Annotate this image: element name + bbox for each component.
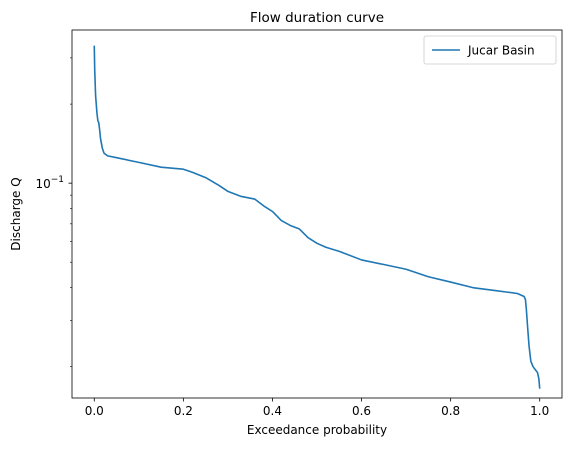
x-tick-label: 0.0 — [85, 404, 104, 418]
plot-area — [93, 45, 541, 389]
x-tick-label: 0.2 — [174, 404, 193, 418]
x-tick-label: 0.8 — [441, 404, 460, 418]
legend-label-jucar-basin: Jucar Basin — [467, 44, 535, 58]
y-tick-label: 10−1 — [35, 175, 64, 191]
x-axis-label: Exceedance probability — [247, 423, 387, 437]
chart-title: Flow duration curve — [250, 10, 384, 26]
x-tick-label: 0.4 — [263, 404, 282, 418]
legend: Jucar Basin — [423, 35, 557, 65]
axes-frame — [71, 29, 563, 399]
y-axis-label: Discharge Q — [9, 177, 23, 250]
axis-ticks: 0.0 0.2 0.4 0.6 0.8 1.0 10−1 — [35, 57, 549, 418]
x-tick-label: 0.6 — [352, 404, 371, 418]
series-line-jucar-basin — [93, 45, 541, 389]
legend-box — [423, 35, 557, 65]
x-tick-label: 1.0 — [530, 404, 549, 418]
